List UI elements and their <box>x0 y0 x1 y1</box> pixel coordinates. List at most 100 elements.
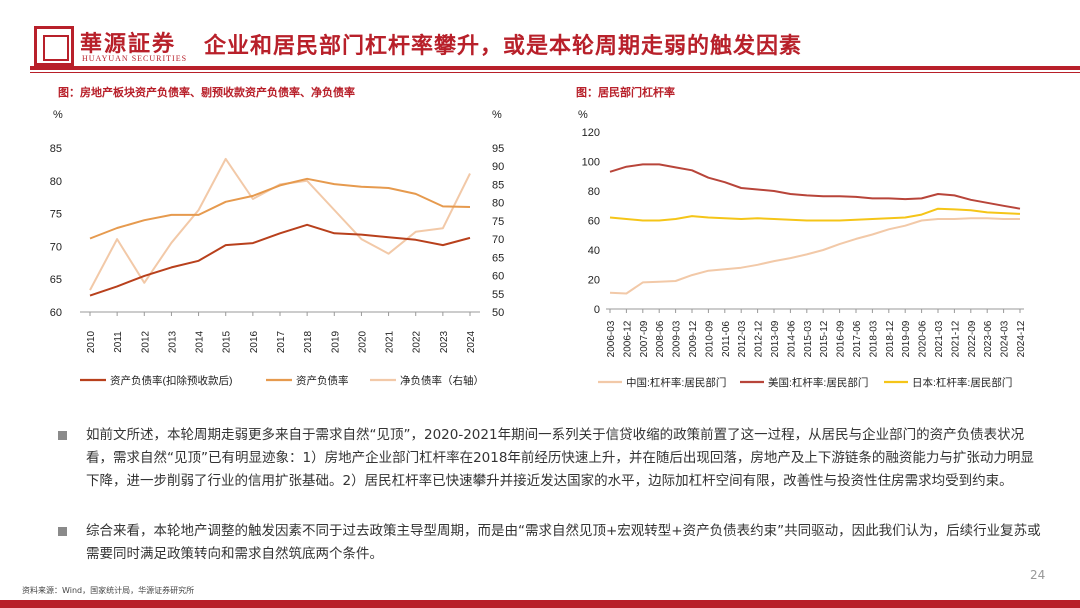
right-chart-series-line-2 <box>609 207 1021 222</box>
left-legend-label: 资产负债率 <box>296 374 349 387</box>
left-series-line-2 <box>89 157 471 291</box>
paragraph-1: 如前文所述，本轮周期走弱更多来自于需求自然“见顶”，2020-2021年期间一系… <box>86 427 1034 489</box>
right-chart-y-tick-label: 0 <box>594 304 600 316</box>
right-chart-y-tick-label: 60 <box>588 216 600 228</box>
right-chart-x-tick-label: 2014-06 <box>786 320 797 357</box>
right-y-tick-label: 95 <box>492 143 504 155</box>
brand-logo <box>34 26 74 66</box>
right-y-tick-label: 60 <box>492 271 504 283</box>
left-axis-unit: % <box>53 109 63 121</box>
right-chart-x-tick-label: 2015-03 <box>803 320 814 357</box>
right-chart-legend-label: 美国:杠杆率:居民部门 <box>768 376 868 389</box>
right-chart-x-tick-label: 2019-09 <box>901 320 912 357</box>
right-chart-x-tick-label: 2015-12 <box>819 320 830 357</box>
left-y-tick-label: 75 <box>50 209 62 221</box>
right-y-tick-label: 85 <box>492 179 504 191</box>
right-chart-x-tick-label: 2023-06 <box>983 320 994 357</box>
right-chart-legend-label: 日本:杠杆率:居民部门 <box>912 376 1012 389</box>
left-x-tick-label: 2011 <box>113 331 124 353</box>
right-chart-x-tick-label: 2013-09 <box>770 320 781 357</box>
left-y-tick-label: 60 <box>50 307 62 319</box>
right-chart-x-tick-label: 2018-12 <box>885 320 896 357</box>
header-divider-thin <box>30 72 1080 73</box>
right-axis-unit: % <box>492 109 502 121</box>
right-chart-x-tick-label: 2021-12 <box>950 320 961 357</box>
right-chart-unit: % <box>578 109 588 121</box>
right-chart-x-tick-label: 2022-09 <box>967 320 978 357</box>
brand-name-en: HUAYUAN SECURITIES <box>82 54 188 63</box>
left-x-tick-label: 2015 <box>222 330 233 353</box>
left-y-tick-label: 70 <box>50 241 62 253</box>
right-chart-y-tick-label: 80 <box>588 186 600 198</box>
source-note: 资料来源：Wind，国家统计局，华源证券研究所 <box>22 586 195 595</box>
right-y-tick-label: 80 <box>492 198 504 210</box>
right-chart-x-tick-label: 2006-12 <box>622 320 633 357</box>
left-x-ticks: 2010 2011 2012 2013 2014 2015 2016 2017 2018 2019… <box>86 312 477 353</box>
right-y-tick-label: 90 <box>492 161 504 173</box>
page-title: 企业和居民部门杠杆率攀升，或是本轮周期走弱的触发因素 <box>204 34 803 59</box>
right-chart-y-ticks: 120 100 80 60 40 20 0 <box>582 127 600 316</box>
right-chart-x-tick-label: 2012-12 <box>754 320 765 357</box>
right-y-tick-label: 70 <box>492 234 504 246</box>
left-x-tick-label: 2010 <box>86 330 97 353</box>
right-chart-y-tick-label: 120 <box>582 127 600 139</box>
right-chart-x-tick-label: 2017-06 <box>852 320 863 357</box>
page-number: 24 <box>1030 568 1046 582</box>
right-chart-x-tick-label: 2009-03 <box>672 320 683 357</box>
right-y-tick-label: 75 <box>492 216 504 228</box>
right-chart-x-tick-label: 2021-03 <box>934 320 945 357</box>
left-x-tick-label: 2013 <box>167 330 178 353</box>
left-x-tick-label: 2016 <box>249 330 260 353</box>
right-y-tick-label: 65 <box>492 252 504 264</box>
right-chart-x-ticks: 2006-03 2006-12 2007-09 2008-06 2009-03 2009-… <box>606 309 1027 357</box>
left-legend-label: 净负债率（右轴） <box>400 374 484 387</box>
right-chart-series <box>609 163 1021 295</box>
right-y-tick-label: 55 <box>492 289 504 301</box>
left-legend: 资产负债率(扣除预收款后) 资产负债率 净负债率（右轴） <box>80 374 484 387</box>
left-x-tick-label: 2018 <box>303 330 314 353</box>
left-y-ticks: 85 80 75 70 65 60 <box>50 143 62 319</box>
left-x-tick-label: 2019 <box>330 330 341 353</box>
left-x-tick-label: 2017 <box>276 330 287 353</box>
left-x-tick-label: 2012 <box>140 330 151 353</box>
footer-bar <box>0 600 1080 608</box>
header-divider <box>30 66 1080 70</box>
right-chart-y-tick-label: 20 <box>588 275 600 287</box>
left-y-tick-label: 65 <box>50 274 62 286</box>
right-chart-caption: 图：居民部门杠杆率 <box>576 86 675 99</box>
right-chart-y-tick-label: 100 <box>582 157 600 169</box>
right-chart-x-tick-label: 2024-12 <box>1016 320 1027 357</box>
right-chart-x-tick-label: 2009-12 <box>688 320 699 357</box>
right-chart-x-tick-label: 2008-06 <box>655 320 666 357</box>
right-chart-x-tick-label: 2006-03 <box>606 320 617 357</box>
left-y-tick-label: 80 <box>50 176 62 188</box>
right-chart-x-tick-label: 2024-03 <box>1000 320 1011 357</box>
right-chart-x-tick-label: 2018-03 <box>868 320 879 357</box>
right-chart-x-tick-label: 2020-06 <box>918 320 929 357</box>
right-chart-x-tick-label: 2016-09 <box>836 320 847 357</box>
left-chart-caption: 图：房地产板块资产负债率、剔预收款资产负债率、净负债率 <box>58 86 355 99</box>
left-y-tick-label: 85 <box>50 143 62 155</box>
right-chart-x-tick-label: 2011-06 <box>721 321 732 357</box>
left-x-tick-label: 2020 <box>357 330 368 353</box>
right-y-ticks: 95 90 85 80 75 70 65 60 55 50 <box>492 143 504 319</box>
right-y-tick-label: 50 <box>492 307 504 319</box>
left-series <box>89 157 471 297</box>
right-chart-legend-label: 中国:杠杆率:居民部门 <box>626 376 726 389</box>
right-chart-x-tick-label: 2010-09 <box>704 320 715 357</box>
left-x-tick-label: 2023 <box>439 330 450 353</box>
right-chart-legend: 中国:杠杆率:居民部门 美国:杠杆率:居民部门 日本:杠杆率:居民部门 <box>598 376 1012 389</box>
right-chart-y-tick-label: 40 <box>588 245 600 257</box>
bullet-marker <box>58 527 67 536</box>
paragraph-2: 综合来看，本轮地产调整的触发因素不同于过去政策主导型周期，而是由“需求自然见顶+… <box>86 523 1041 562</box>
right-chart-series-line-0 <box>609 217 1020 295</box>
left-x-tick-label: 2024 <box>466 330 477 353</box>
left-chart: % % 85 80 75 70 65 60 95 90 85 80 75 70 65 60 55 50 20… <box>50 109 505 387</box>
right-chart-x-tick-label: 2007-09 <box>639 320 650 357</box>
left-x-tick-label: 2014 <box>195 330 206 353</box>
right-chart-x-tick-label: 2012-03 <box>737 320 748 357</box>
left-x-tick-label: 2022 <box>412 330 423 353</box>
left-legend-label: 资产负债率(扣除预收款后) <box>110 374 233 387</box>
right-chart-series-line-1 <box>609 163 1021 210</box>
